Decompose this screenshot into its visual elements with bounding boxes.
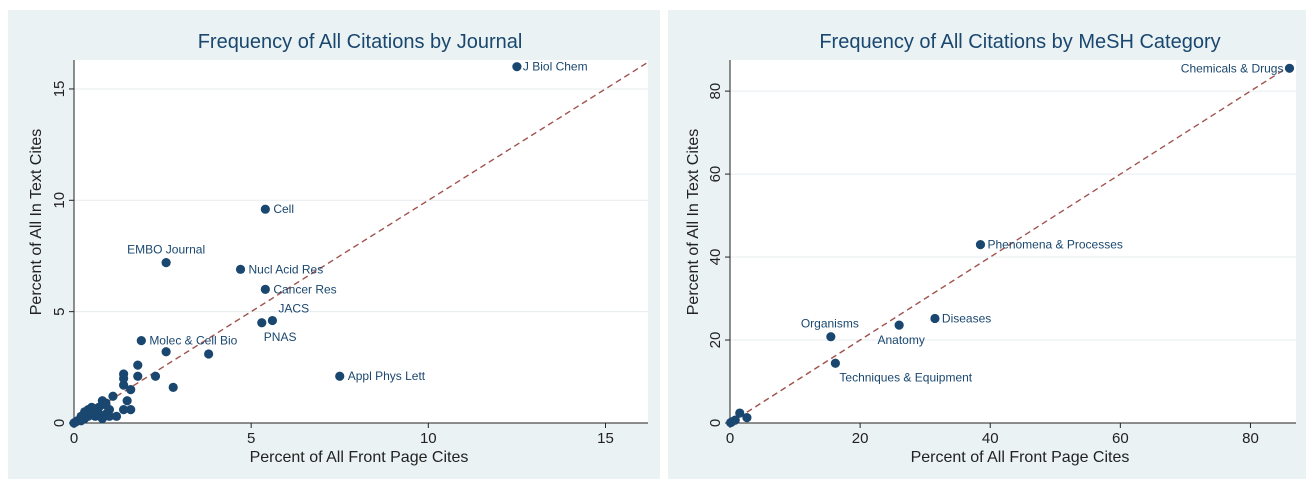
data-point: [830, 358, 840, 368]
y-tick-label: 40: [707, 249, 724, 266]
data-point: [1284, 63, 1295, 73]
point-label: Cell: [273, 202, 294, 216]
data-point: [119, 380, 129, 390]
point-label: Nucl Acid Res: [249, 262, 324, 276]
x-tick-label: 20: [852, 430, 869, 447]
chart-title: Frequency of All Citations by Journal: [198, 31, 523, 53]
data-point: [235, 264, 246, 274]
data-point: [894, 320, 904, 330]
data-point: [735, 408, 745, 418]
x-tick-label: 10: [420, 430, 437, 447]
x-tick-label: 80: [1242, 430, 1259, 447]
point-label: Phenomena & Processes: [987, 238, 1122, 252]
x-axis-title: Percent of All Front Page Cites: [250, 449, 469, 466]
data-point: [161, 258, 171, 268]
data-point: [260, 284, 270, 294]
y-axis-title: Percent of All In Text Cites: [685, 129, 702, 315]
data-point: [101, 400, 111, 410]
data-point: [119, 373, 129, 384]
x-tick-label: 0: [70, 430, 78, 447]
point-label: Anatomy: [877, 333, 924, 347]
mesh-scatter-chart: Frequency of All Citations by MeSH Categ…: [685, 31, 1296, 466]
x-tick-label: 15: [597, 430, 614, 447]
plot-area: 0 20 40 60 80 0 20 40 60 80 Chemicals & Drugs Pheno…: [707, 60, 1296, 447]
data-point: [257, 318, 267, 328]
point-label: Cancer Res: [273, 282, 336, 296]
data-point: [930, 313, 940, 324]
data-point: [335, 371, 345, 381]
y-tick-label: 0: [51, 419, 68, 427]
data-point: [742, 413, 752, 423]
data-point: [108, 391, 118, 401]
x-tick-label: 40: [982, 430, 999, 447]
point-label: Appl Phys Lett: [348, 369, 426, 383]
data-point: [975, 240, 986, 250]
y-tick-label: 10: [51, 192, 68, 209]
data-point: [136, 336, 146, 346]
data-point: [104, 411, 115, 421]
x-tick-label: 0: [726, 430, 734, 447]
data-point: [97, 413, 107, 424]
y-tick-label: 15: [51, 81, 68, 98]
data-point: [133, 360, 143, 370]
fit-line: [729, 65, 1290, 424]
y-tick-label: 60: [707, 166, 724, 183]
data-point: [726, 417, 736, 428]
y-tick-label: 20: [707, 332, 724, 349]
y-axis-title: Percent of All In Text Cites: [28, 129, 45, 315]
data-point: [126, 384, 136, 395]
x-tick-label: 60: [1112, 430, 1129, 447]
point-label: PNAS: [264, 330, 297, 344]
data-point: [69, 418, 79, 428]
data-point: [267, 315, 278, 326]
data-point: [122, 396, 132, 406]
x-axis-title: Percent of All Front Page Cites: [911, 449, 1130, 466]
data-point: [150, 371, 161, 381]
data-point: [126, 405, 136, 415]
data-point: [133, 371, 143, 381]
data-point: [204, 349, 214, 359]
point-label: Diseases: [942, 311, 991, 325]
chart-title: Frequency of All Citations by MeSH Categ…: [819, 31, 1220, 53]
x-tick-label: 5: [247, 430, 255, 447]
point-label: Molec & Cell Bio: [149, 334, 237, 348]
point-label: J Biol Chem: [523, 60, 588, 74]
y-tick-label: 80: [707, 83, 724, 100]
journal-chart-panel: Frequency of All Citations by Journal Pe…: [8, 10, 660, 479]
plot-area: 0 5 10 15 0 5 10 15 J Biol Chem Cell EMBO Journal N…: [51, 60, 649, 447]
journal-scatter-chart: Frequency of All Citations by Journal Pe…: [28, 31, 649, 466]
point-label: JACS: [278, 302, 309, 316]
y-tick-label: 0: [707, 419, 724, 427]
data-point: [111, 411, 122, 421]
y-tick-label: 5: [51, 307, 68, 315]
point-label: Techniques & Equipment: [839, 370, 972, 384]
data-point: [512, 62, 522, 72]
point-label: Chemicals & Drugs: [1181, 61, 1284, 75]
point-label: EMBO Journal: [127, 243, 205, 257]
data-point: [826, 332, 836, 342]
data-point: [119, 405, 129, 415]
data-point: [168, 382, 178, 392]
mesh-chart-panel: Frequency of All Citations by MeSH Categ…: [668, 10, 1306, 479]
data-point: [161, 347, 171, 357]
point-label: Organisms: [801, 317, 859, 331]
data-point: [260, 204, 270, 214]
fit-line: [73, 61, 649, 424]
